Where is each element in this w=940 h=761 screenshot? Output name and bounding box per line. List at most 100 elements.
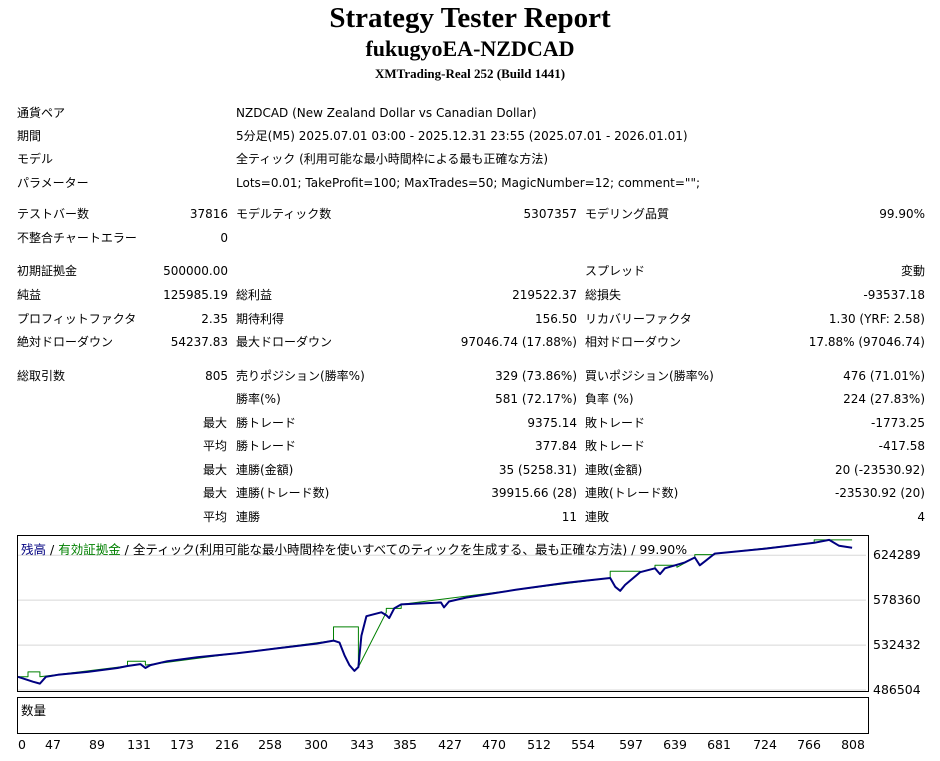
stat-value: -1773.25 <box>871 416 925 430</box>
stat-label: 連敗(金額) <box>585 463 643 477</box>
info-label: 通貨ペア <box>17 106 66 120</box>
x-tick-label: 554 <box>571 737 595 752</box>
stat-value: 35 (5258.31) <box>498 463 577 477</box>
stat-value: 99.90% <box>879 207 925 221</box>
x-tick-label: 131 <box>127 737 151 752</box>
y-tick-label: 578360 <box>873 592 921 608</box>
x-tick-label: 258 <box>258 737 282 752</box>
legend-description: 全ティック(利用可能な最小時間枠を使いすべてのティックを生成する、最も正確な方法… <box>132 542 688 557</box>
stat-label: 絶対ドローダウン <box>17 335 114 349</box>
stat-value: 37816 <box>189 207 228 221</box>
stat-value: 20 (-23530.92) <box>834 463 925 477</box>
stat-value: 17.88% (97046.74) <box>808 335 925 349</box>
chart-legend: 残高 / 有効証拠金 / 全ティック(利用可能な最小時間枠を使いすべてのティック… <box>21 539 687 558</box>
stat-value: 最大 <box>203 416 228 430</box>
stat-value: 0 <box>220 231 228 245</box>
volume-chart <box>17 697 869 734</box>
x-tick-label: 597 <box>619 737 643 752</box>
stat-value: -23530.92 (20) <box>834 486 925 500</box>
stat-value: 329 (73.86%) <box>495 369 577 383</box>
x-tick-label: 766 <box>797 737 821 752</box>
stat-value: 54237.83 <box>170 335 228 349</box>
stat-label: 連勝(トレード数) <box>236 486 330 500</box>
volume-label: 数量 <box>21 703 47 718</box>
stat-label: スプレッド <box>585 264 646 278</box>
stat-label: 連敗 <box>585 510 610 524</box>
info-value: 5分足(M5) 2025.07.01 03:00 - 2025.12.31 23… <box>236 129 688 143</box>
report-title: Strategy Tester Report <box>329 2 611 34</box>
stat-label: 勝トレード <box>236 439 297 453</box>
info-label: パラメーター <box>17 176 89 190</box>
stat-label: リカバリーファクタ <box>585 312 692 326</box>
x-tick-label: 681 <box>707 737 731 752</box>
info-value: NZDCAD (New Zealand Dollar vs Canadian D… <box>236 106 537 120</box>
stat-label: 連敗(トレード数) <box>585 486 679 500</box>
stat-value: 581 (72.17%) <box>495 392 577 406</box>
stat-label: テストバー数 <box>17 207 90 221</box>
stat-label: 勝トレード <box>236 416 297 430</box>
stat-value: 9375.14 <box>527 416 577 430</box>
stat-value: 変動 <box>900 264 925 278</box>
x-tick-label: 216 <box>215 737 239 752</box>
x-tick-label: 173 <box>170 737 194 752</box>
stat-label: 最大ドローダウン <box>236 335 333 349</box>
stat-label: 純益 <box>17 288 42 302</box>
stat-label: 相対ドローダウン <box>585 335 682 349</box>
stat-label: 買いポジション(勝率%) <box>585 369 714 383</box>
info-label: 期間 <box>17 129 42 143</box>
stat-value: 平均 <box>203 510 228 524</box>
y-tick-label: 486504 <box>873 682 921 697</box>
stat-label: モデルティック数 <box>236 207 332 221</box>
stat-label: 総取引数 <box>17 369 66 383</box>
stat-value: 2.35 <box>201 312 228 326</box>
stat-label: 不整合チャートエラー <box>17 231 137 245</box>
y-tick-label: 624289 <box>873 547 921 563</box>
x-tick-label: 724 <box>753 737 777 752</box>
legend-equity: 有効証拠金 <box>58 542 121 557</box>
legend-balance: 残高 <box>21 542 47 557</box>
x-tick-label: 47 <box>45 737 61 752</box>
stat-value: 最大 <box>203 486 228 500</box>
report-subtitle: fukugyoEA-NZDCAD <box>365 36 575 61</box>
stat-label: 勝率(%) <box>236 392 281 406</box>
report-build: XMTrading-Real 252 (Build 1441) <box>374 66 566 81</box>
x-tick-label: 385 <box>393 737 417 752</box>
stat-label: 総利益 <box>236 288 273 302</box>
stat-value: 224 (27.83%) <box>843 392 925 406</box>
balance-chart <box>17 535 869 692</box>
info-value: 全ティック (利用可能な最小時間枠による最も正確な方法) <box>236 152 549 166</box>
stat-value: 最大 <box>203 463 228 477</box>
stat-value: 219522.37 <box>512 288 577 302</box>
stat-label: 連勝(金額) <box>236 463 294 477</box>
x-tick-label: 512 <box>527 737 551 752</box>
stat-label: モデリング品質 <box>585 207 670 221</box>
stat-value: 5307357 <box>523 207 577 221</box>
info-value: Lots=0.01; TakeProfit=100; MaxTrades=50;… <box>236 176 701 190</box>
stat-value: 156.50 <box>535 312 577 326</box>
stat-value: 476 (71.01%) <box>843 369 925 383</box>
stat-value: 11 <box>561 510 577 524</box>
x-tick-label: 470 <box>482 737 506 752</box>
stat-value: 125985.19 <box>163 288 228 302</box>
stat-value: 平均 <box>203 439 228 453</box>
x-tick-label: 300 <box>304 737 328 752</box>
y-tick-label: 532432 <box>873 637 921 653</box>
x-tick-label: 808 <box>841 737 865 752</box>
stat-value: -93537.18 <box>863 288 925 302</box>
x-tick-label: 89 <box>89 737 105 752</box>
stat-value: -417.58 <box>878 439 925 453</box>
stat-label: 連勝 <box>236 510 261 524</box>
legend-separator: / <box>120 542 133 557</box>
stat-value: 97046.74 (17.88%) <box>460 335 577 349</box>
legend-separator: / <box>46 542 59 557</box>
stat-value: 805 <box>205 369 228 383</box>
x-tick-label: 343 <box>350 737 374 752</box>
stat-label: 負率 (%) <box>585 392 634 406</box>
stat-label: 初期証拠金 <box>17 264 78 278</box>
x-tick-label: 639 <box>663 737 687 752</box>
stat-label: 期待利得 <box>236 312 285 326</box>
stat-value: 377.84 <box>535 439 577 453</box>
stat-value: 4 <box>917 510 925 524</box>
stat-value: 1.30 (YRF: 2.58) <box>828 312 925 326</box>
stat-label: プロフィットファクタ <box>17 312 137 326</box>
